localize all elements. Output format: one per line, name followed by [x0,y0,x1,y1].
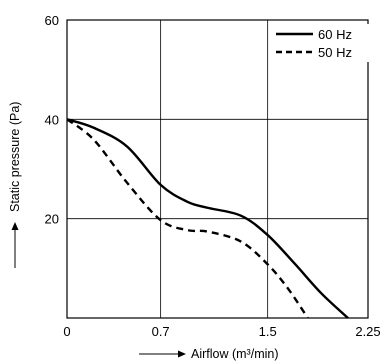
grid [67,20,368,318]
legend-box [271,24,369,62]
series-line-60hz [66,118,349,319]
legend-label-50hz: 50 Hz [318,45,352,60]
y-tick-label: 20 [45,212,59,227]
y-axis-title: Static pressure (Pa) [8,102,22,268]
y-axis-arrow-head [11,222,19,230]
y-axis-label: Static pressure (Pa) [8,102,22,212]
tick-labels: 0 0.7 1.5 2.25 20 40 60 [45,13,381,339]
x-tick-label: 1.5 [259,324,277,339]
series-layer [66,118,349,319]
y-tick-label: 60 [45,13,59,28]
x-tick-label: 2.25 [355,324,380,339]
x-axis-arrow-head [178,350,186,358]
y-tick-label: 40 [45,112,59,127]
x-tick-label: 0.7 [152,324,170,339]
x-tick-label: 0 [63,324,70,339]
x-axis-title: Airflow (m³/min) [139,347,279,361]
legend-label-60hz: 60 Hz [318,27,352,42]
plot-frame [66,19,369,319]
x-axis-label: Airflow (m³/min) [191,347,279,361]
legend: 60 Hz 50 Hz [271,24,369,62]
